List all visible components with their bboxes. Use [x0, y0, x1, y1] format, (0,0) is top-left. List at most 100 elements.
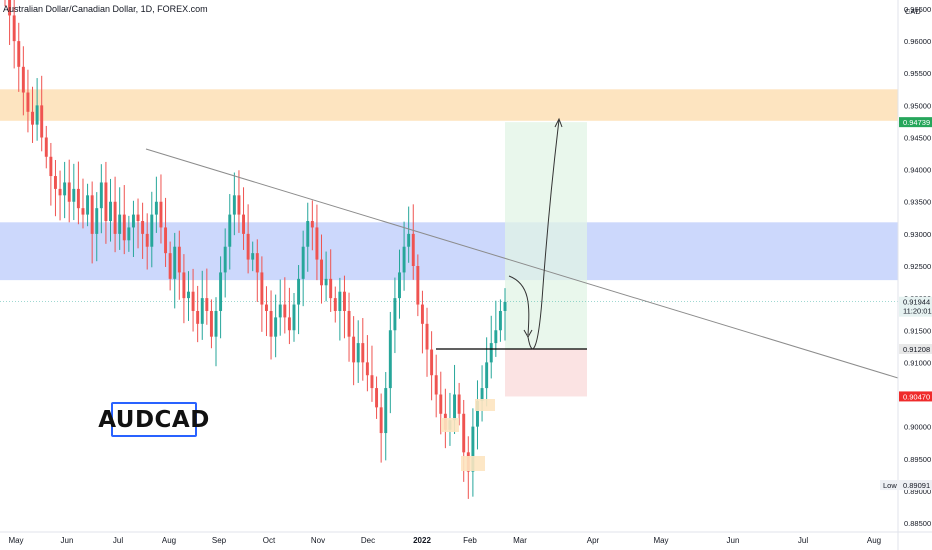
candle-body [402, 246, 406, 273]
candle-body [141, 221, 145, 234]
candle-body [503, 301, 507, 311]
candle-body [145, 233, 149, 247]
x-tick-label: Sep [212, 536, 227, 545]
projection-curve-up [527, 119, 560, 350]
x-tick-label: Jun [61, 536, 74, 545]
candle-body [67, 182, 71, 202]
last-price-tag-countdown: 11:20:01 [903, 307, 932, 316]
candle-body [159, 201, 163, 228]
candle-body [104, 182, 108, 222]
low-label: Low [883, 481, 897, 490]
candle-body [407, 233, 411, 247]
candle-body [191, 291, 195, 311]
candle-body [485, 362, 489, 389]
candle-body [35, 105, 39, 125]
candle-body [113, 201, 117, 234]
y-tick-label: 0.95000 [904, 101, 931, 110]
entry-price-tag-bg [899, 344, 932, 355]
candle-body [118, 214, 122, 234]
candle-body [287, 317, 291, 331]
candle-body [338, 291, 342, 311]
candle-body [457, 394, 461, 414]
candle-body [246, 233, 250, 260]
candle-body [365, 362, 369, 376]
x-tick-label: Jul [113, 536, 123, 545]
x-tick-label: May [653, 536, 668, 545]
candle-body [278, 304, 282, 318]
last-price-tag: 0.91944 [903, 298, 930, 307]
candle-body [453, 394, 457, 421]
candle-body [310, 221, 314, 228]
candle-body [63, 182, 67, 196]
x-tick-label: Aug [162, 536, 176, 545]
candle-body [324, 278, 328, 286]
y-tick-label: 0.91000 [904, 358, 931, 367]
x-tick-label: May [8, 536, 23, 545]
candle-body [342, 291, 346, 311]
candle-body [292, 304, 296, 331]
y-tick-label: 0.90000 [904, 423, 931, 432]
last-price-tag-bg [899, 296, 932, 317]
candle-body [127, 227, 131, 241]
candle-body [398, 272, 401, 299]
candle-body [81, 208, 85, 215]
candle-body [187, 291, 190, 299]
price-axis [898, 0, 932, 550]
candle-body [219, 272, 223, 311]
candle-body [150, 214, 154, 247]
x-tick-label: Nov [311, 536, 325, 545]
trendline [145, 148, 899, 379]
candle-body [31, 111, 34, 125]
candle-body [86, 195, 90, 215]
candle-body [283, 304, 287, 318]
candle-body [297, 278, 301, 305]
entry-price-tag: 0.91208 [903, 345, 930, 354]
x-tick-label: Aug [867, 536, 881, 545]
x-tick-label: Mar [513, 536, 527, 545]
candle-body [76, 188, 80, 209]
demand-zone [0, 222, 898, 281]
y-tick-label: 0.93500 [904, 198, 931, 207]
swing-low-highlight [441, 418, 459, 432]
candle-body [99, 182, 103, 209]
stop-price-tag-bg [899, 391, 932, 402]
candle-body [214, 310, 218, 337]
candle-body [205, 298, 209, 311]
candle-body [49, 156, 53, 177]
candle-body [72, 188, 76, 202]
projection-target-arrowhead [554, 117, 563, 128]
supply-zone [0, 89, 898, 121]
y-tick-label: 0.88500 [904, 519, 931, 528]
y-tick-label: 0.89000 [904, 487, 931, 496]
candle-body [173, 246, 177, 279]
candle-body [223, 246, 227, 273]
x-tick-label: 2022 [413, 536, 431, 545]
candle-body [260, 272, 264, 305]
candle-body [333, 298, 337, 311]
x-tick-label: Jun [727, 536, 740, 545]
candle-body [352, 336, 356, 363]
candle-body [154, 201, 158, 215]
y-tick-label: 0.89500 [904, 455, 931, 464]
candle-body [306, 221, 310, 247]
chart-title: Australian Dollar/Canadian Dollar, 1D, F… [3, 4, 208, 14]
projection-curve-down [508, 275, 530, 336]
candle-body [200, 298, 204, 324]
y-tick-label: 0.93000 [904, 230, 931, 239]
swing-low-highlight [461, 456, 485, 471]
candle-body [416, 266, 420, 305]
candle-body [489, 343, 493, 363]
candle-body [411, 233, 415, 266]
candle-body [131, 214, 135, 228]
candle-body [480, 388, 484, 401]
candle-body [44, 137, 48, 157]
candle-body [425, 323, 429, 350]
candle-body [237, 195, 241, 215]
candle-body [136, 214, 140, 222]
candle-body [320, 259, 323, 286]
symbol-badge: AUDCAD [98, 402, 209, 437]
candle-body [90, 195, 94, 234]
candle-body [168, 253, 172, 279]
x-tick-label: Oct [263, 536, 276, 545]
